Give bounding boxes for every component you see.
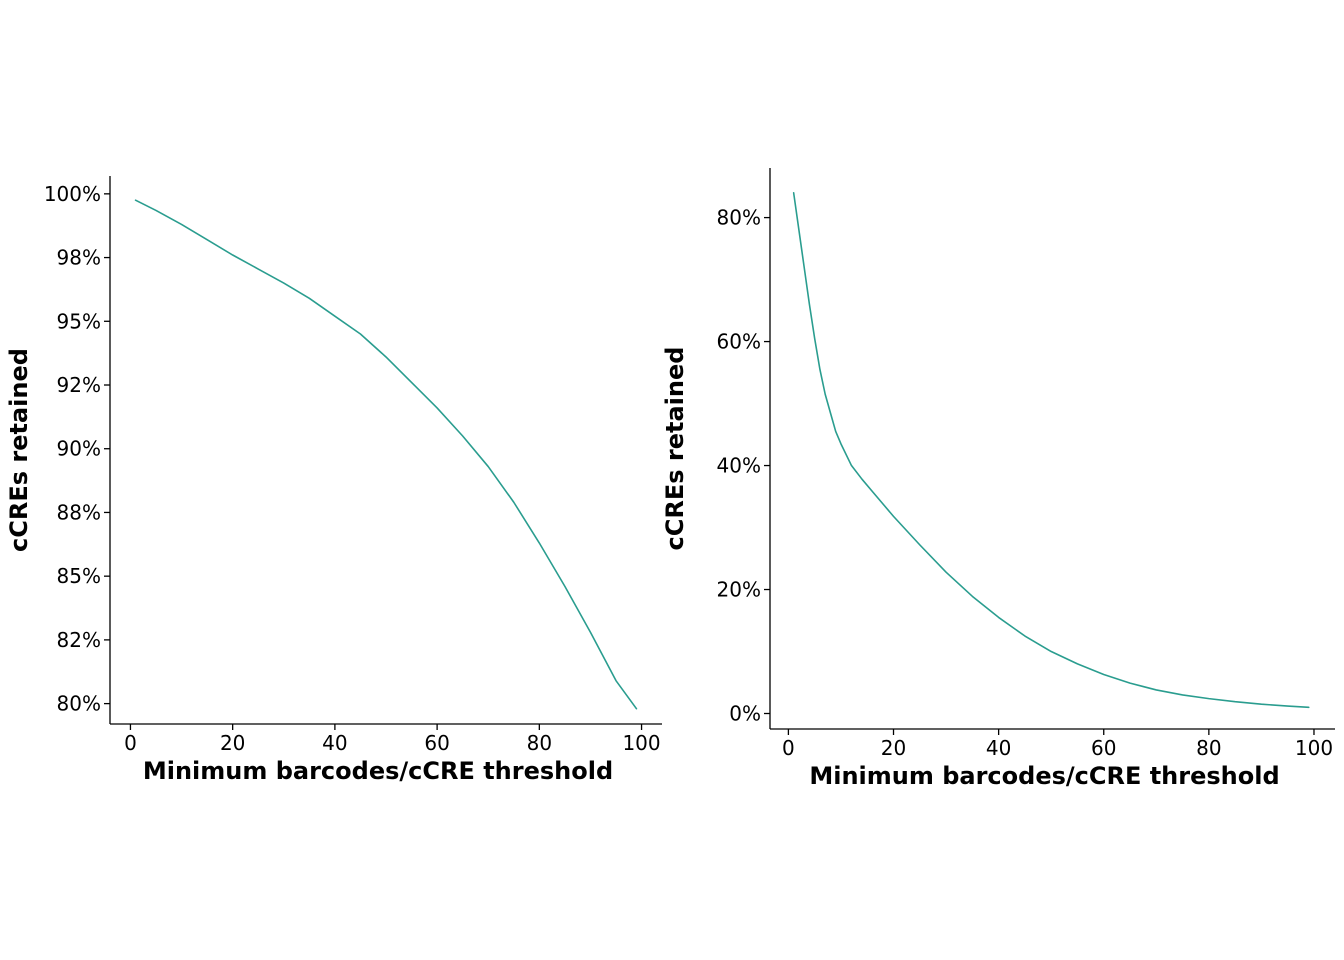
y-tick-label: 80%: [717, 206, 761, 230]
y-axis-title: cCREs retained: [661, 347, 689, 551]
y-tick-label: 100%: [44, 182, 101, 206]
y-tick-label: 40%: [717, 454, 761, 478]
y-tick-label: 92%: [57, 373, 101, 397]
y-tick-label: 85%: [57, 564, 101, 588]
y-axis-title: cCREs retained: [5, 348, 33, 552]
y-tick-label: 82%: [57, 628, 101, 652]
x-tick-label: 60: [1091, 736, 1116, 760]
right-chart-panel: 0 20 40 60 80 100 0% 20% 40% 60% 80% Minimum barcod…: [661, 168, 1335, 790]
x-tick-label: 100: [1295, 736, 1333, 760]
x-tick-label: 40: [322, 731, 347, 755]
x-tick-label: 0: [782, 736, 795, 760]
y-tick-label: 80%: [57, 692, 101, 716]
y-tick-label: 98%: [57, 246, 101, 270]
x-tick-label: 80: [527, 731, 552, 755]
left-chart-panel: 0 20 40 60 80 100 80% 82% 85% 88% 90% 92% 95% 98% 100%…: [5, 176, 662, 785]
x-tick-label: 100: [622, 731, 660, 755]
y-tick-label: 95%: [57, 309, 101, 333]
series-line: [792, 192, 1310, 709]
x-tick-label: 40: [986, 736, 1011, 760]
x-tick-label: 20: [881, 736, 906, 760]
y-tick-label: 90%: [57, 437, 101, 461]
y-tick-label: 0%: [729, 702, 761, 726]
x-axis-title: Minimum barcodes/cCRE threshold: [143, 757, 613, 785]
x-tick-label: 60: [424, 731, 449, 755]
x-tick-label: 80: [1196, 736, 1221, 760]
x-axis-title: Minimum barcodes/cCRE threshold: [809, 762, 1279, 790]
x-tick-label: 0: [124, 731, 137, 755]
y-tick-label: 88%: [57, 500, 101, 524]
x-tick-label: 20: [220, 731, 245, 755]
y-tick-label: 20%: [717, 578, 761, 602]
y-tick-label: 60%: [717, 330, 761, 354]
series-line: [134, 199, 638, 710]
